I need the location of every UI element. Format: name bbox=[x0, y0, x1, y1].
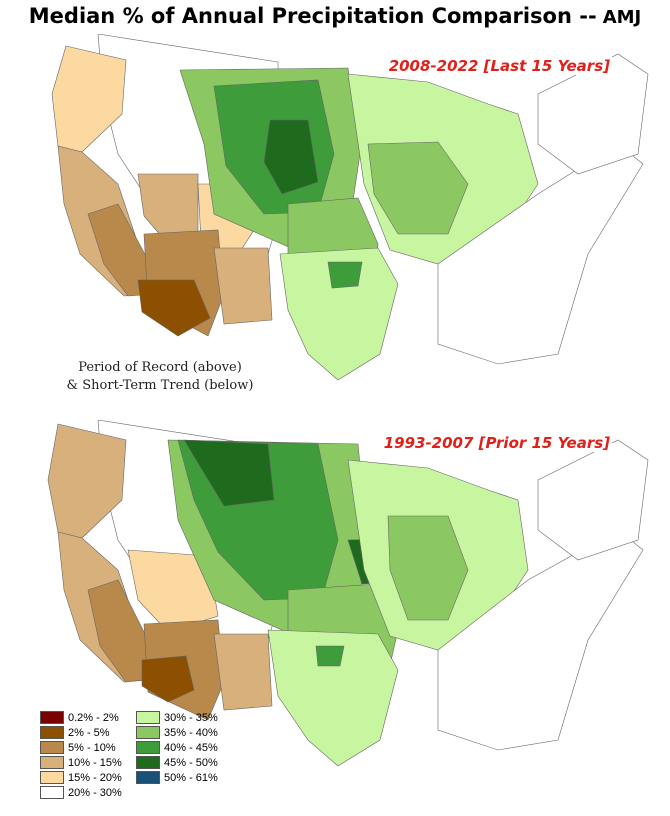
legend-item: 30% - 35% bbox=[136, 710, 218, 725]
legend-swatch bbox=[40, 786, 64, 799]
legend-label: 30% - 35% bbox=[164, 711, 218, 724]
title-tag: AMJ bbox=[602, 7, 642, 28]
region-arizona-core bbox=[137, 279, 211, 337]
region-arizona-core bbox=[141, 655, 195, 703]
legend-item: 0.2% - 2% bbox=[40, 710, 122, 725]
legend-item: 35% - 40% bbox=[136, 725, 218, 740]
region-southern-plains bbox=[279, 247, 399, 381]
region-east bbox=[437, 529, 644, 751]
legend-label: 40% - 45% bbox=[164, 741, 218, 754]
legend-item: 5% - 10% bbox=[40, 740, 122, 755]
legend-swatch bbox=[136, 756, 160, 769]
legend-item: 10% - 15% bbox=[40, 755, 122, 770]
legend-item: 40% - 45% bbox=[136, 740, 218, 755]
legend-swatch bbox=[136, 771, 160, 784]
legend-swatch bbox=[136, 726, 160, 739]
region-midwest-green bbox=[367, 141, 469, 235]
region-new-mexico bbox=[213, 633, 273, 711]
legend-label: 2% - 5% bbox=[68, 726, 110, 739]
legend-item: 20% - 30% bbox=[40, 785, 122, 800]
legend-label: 20% - 30% bbox=[68, 786, 122, 799]
legend-swatch bbox=[40, 741, 64, 754]
legend-label: 10% - 15% bbox=[68, 756, 122, 769]
region-northeast bbox=[537, 439, 649, 561]
legend-label: 45% - 50% bbox=[164, 756, 218, 769]
legend-swatch bbox=[136, 711, 160, 724]
title-text: Median % of Annual Precipitation Compari… bbox=[28, 4, 597, 28]
legend-column-right: 30% - 35% 35% - 40% 40% - 45% 45% - 50% 50% … bbox=[136, 710, 218, 785]
region-plains-darkest bbox=[183, 439, 275, 507]
legend-label: 5% - 10% bbox=[68, 741, 116, 754]
region-northeast bbox=[537, 53, 649, 175]
page-title: Median % of Annual Precipitation Compari… bbox=[0, 4, 670, 28]
region-oklahoma-green bbox=[327, 261, 363, 289]
legend-column-left: 0.2% - 2% 2% - 5% 5% - 10% 10% - 15% 15% - 2… bbox=[40, 710, 122, 800]
legend-swatch bbox=[136, 741, 160, 754]
legend-item: 15% - 20% bbox=[40, 770, 122, 785]
note-line-1: Period of Record (above) bbox=[78, 360, 242, 375]
legend-label: 0.2% - 2% bbox=[68, 711, 119, 724]
period-label-bottom: 1993-2007 [Prior 15 Years] bbox=[381, 434, 612, 452]
legend-swatch bbox=[40, 711, 64, 724]
period-label-top: 2008-2022 [Last 15 Years] bbox=[386, 57, 612, 75]
region-east bbox=[437, 143, 644, 365]
region-new-mexico bbox=[213, 247, 273, 325]
region-plains-darkest bbox=[263, 119, 319, 195]
legend-swatch bbox=[40, 756, 64, 769]
legend-swatch bbox=[40, 771, 64, 784]
note-line-2: & Short-Term Trend (below) bbox=[66, 378, 254, 393]
map-note: Period of Record (above) & Short-Term Tr… bbox=[50, 359, 270, 395]
us-map-bottom bbox=[47, 420, 649, 767]
region-oklahoma-green bbox=[315, 645, 345, 667]
legend-label: 50% - 61% bbox=[164, 771, 218, 784]
region-southern-plains bbox=[267, 629, 399, 767]
region-midwest-green bbox=[387, 515, 469, 621]
us-map-top bbox=[51, 34, 649, 381]
legend-item: 2% - 5% bbox=[40, 725, 122, 740]
legend-label: 35% - 40% bbox=[164, 726, 218, 739]
legend-swatch bbox=[40, 726, 64, 739]
legend-item: 50% - 61% bbox=[136, 770, 218, 785]
legend-item: 45% - 50% bbox=[136, 755, 218, 770]
legend-label: 15% - 20% bbox=[68, 771, 122, 784]
